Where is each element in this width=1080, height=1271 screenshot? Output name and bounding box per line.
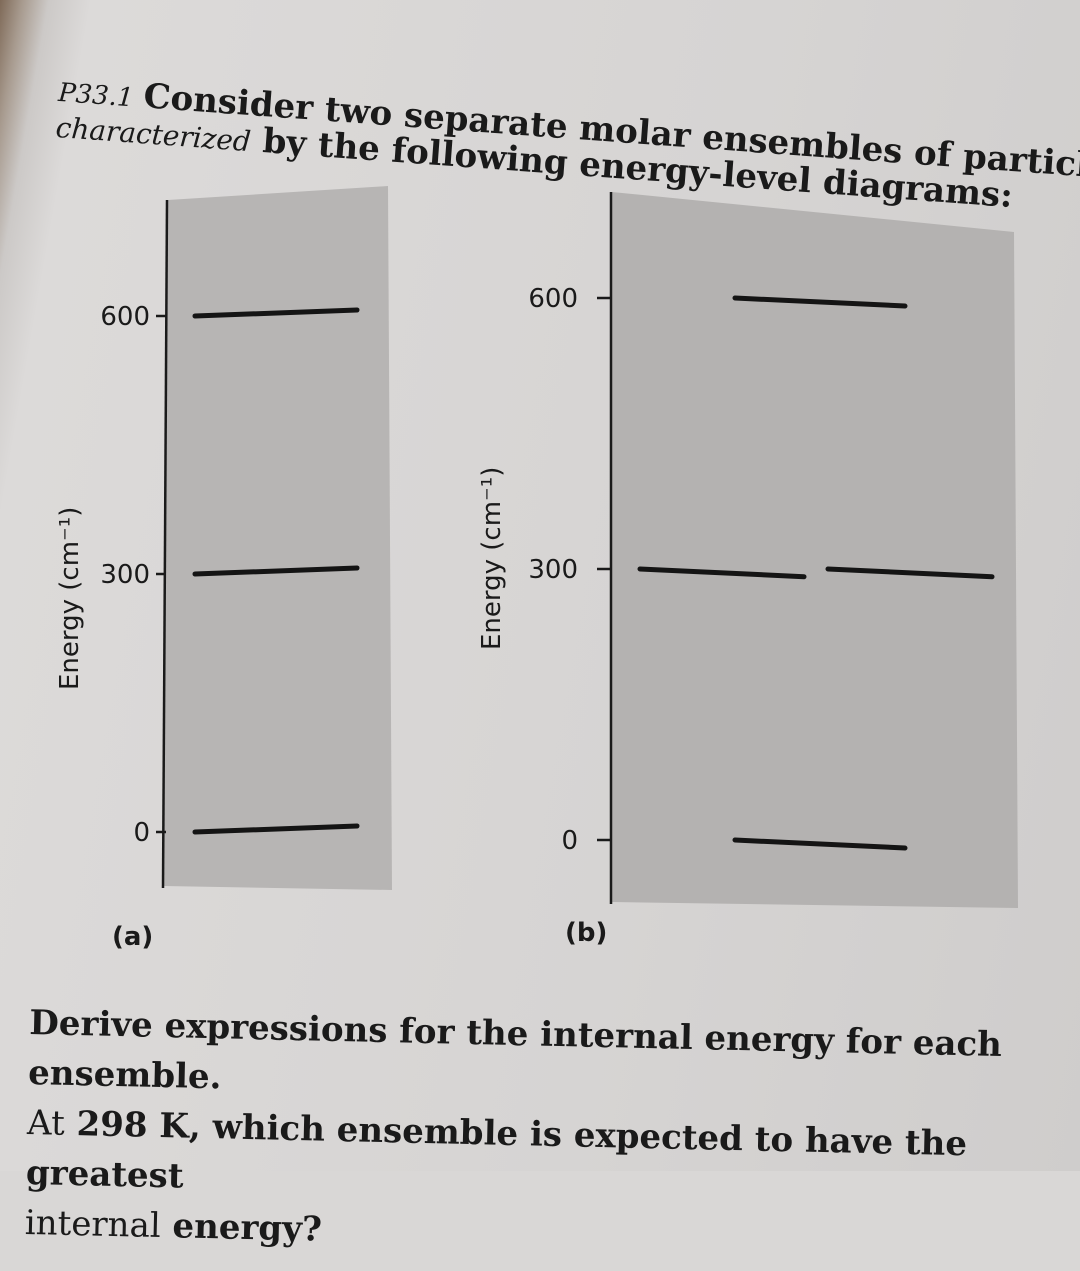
diagram-a-energy-level [192, 823, 360, 835]
diagram-b-tick-label: 0 [561, 826, 578, 856]
question-line-2-prefix: At [26, 1102, 66, 1144]
diagram-a-tick-label: 0 [133, 818, 150, 848]
diagram-a-ylabel: Energy (cm⁻¹) [55, 507, 85, 690]
diagram-a-tick-label: 600 [100, 302, 150, 332]
diagram-b-energy-level [637, 566, 807, 580]
diagram-a-tick-label: 300 [100, 560, 150, 590]
diagram-b: 0 300 600 Energy (cm⁻¹) [477, 192, 1018, 908]
diagram-a: 0 300 600 Energy (cm⁻¹) [55, 186, 392, 890]
diagram-a-axis [161, 199, 169, 889]
diagram-a-energy-level [192, 307, 360, 319]
diagram-a-label: (a) [112, 922, 154, 952]
question-line-2: 298 K, which ensemble is expected to hav… [25, 1103, 968, 1197]
energy-level-diagrams: 0 300 600 Energy (cm⁻¹) 0 300 600 Energy (cm… [55, 186, 1018, 908]
diagram-b-tick-label: 300 [528, 555, 578, 585]
question-line-3: energy? [160, 1206, 323, 1250]
diagram-b-label: (b) [565, 918, 608, 948]
diagram-b-energy-level [732, 295, 908, 309]
diagram-b-panel [612, 192, 1018, 908]
diagram-a-energy-level [192, 565, 360, 577]
question-line-1: Derive expressions for the internal ener… [27, 1002, 1003, 1098]
diagram-b-ylabel: Energy (cm⁻¹) [477, 467, 507, 650]
diagram-a-panel [164, 186, 392, 890]
diagram-b-energy-level [825, 566, 995, 580]
diagram-b-tick-label: 600 [528, 284, 578, 314]
diagram-b-energy-level [732, 837, 908, 851]
question-text: Derive expressions for the internal ener… [24, 998, 1029, 1271]
question-line-3-prefix: internal [24, 1202, 162, 1247]
